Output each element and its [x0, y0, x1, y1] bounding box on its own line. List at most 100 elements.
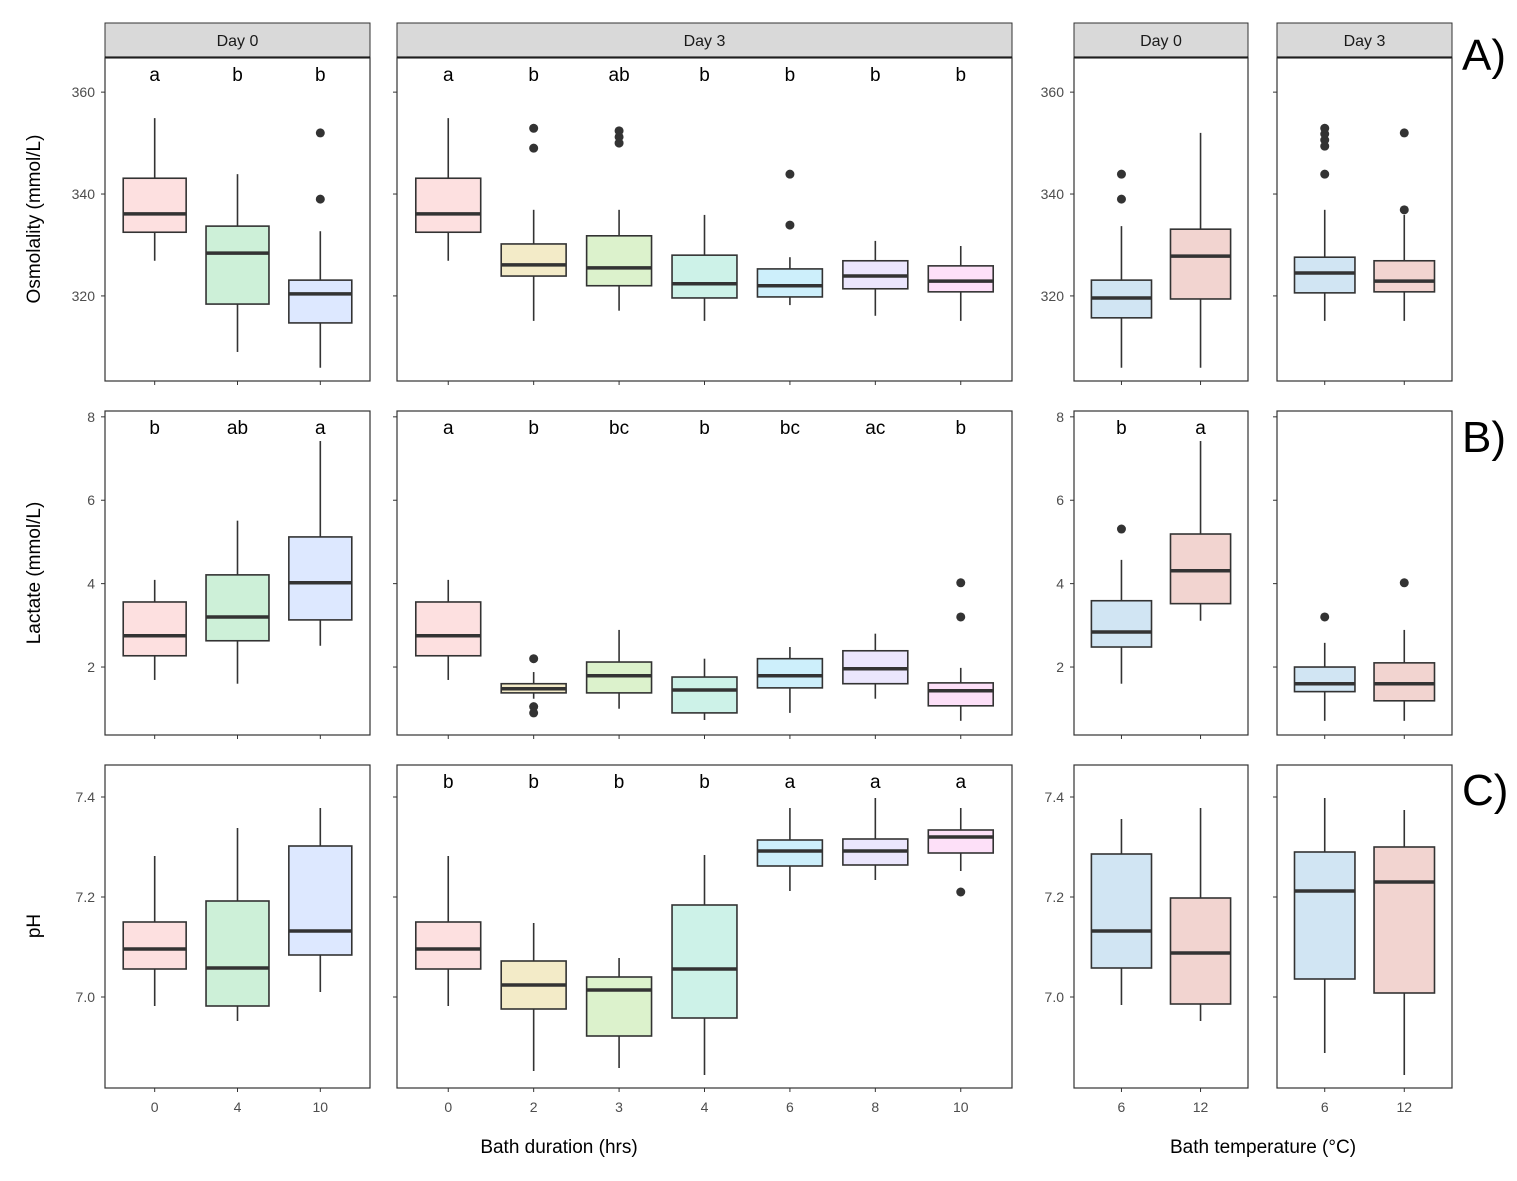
panel-r1-c3: [1273, 410, 1453, 739]
y-tick-label: 7.2: [76, 889, 96, 905]
significance-letter: bc: [609, 418, 629, 439]
x-tick-label: 4: [701, 1099, 709, 1115]
significance-letter: b: [1116, 418, 1127, 439]
box-iqr: [1293, 851, 1356, 980]
x-tick-label: 6: [1118, 1099, 1126, 1115]
panel-r1-c0: 2 4 6 8 b ab a: [87, 409, 371, 739]
outlier-point: [315, 128, 325, 138]
significance-letter: a: [785, 772, 796, 793]
box-0: [414, 118, 482, 261]
box-iqr: [671, 676, 738, 714]
box-10: [288, 808, 353, 992]
x-tick-label: 10: [313, 1099, 329, 1115]
significance-letter: b: [528, 772, 539, 793]
y-tick-label: 360: [1041, 84, 1065, 100]
box-iqr: [1293, 256, 1356, 294]
significance-letter: b: [955, 65, 966, 86]
y-tick-label: 8: [87, 409, 95, 425]
facet-strip-bg: [396, 22, 1013, 58]
y-tick-label: 4: [87, 576, 95, 592]
panel-border: [1073, 57, 1249, 382]
box-6: [1293, 123, 1356, 321]
box-0: [122, 579, 187, 680]
significance-letter: ac: [865, 418, 885, 439]
box-iqr: [414, 601, 482, 657]
significance-letter: b: [699, 65, 710, 86]
row-tag: B): [1462, 413, 1506, 462]
box-3: [585, 958, 653, 1068]
box-iqr: [671, 904, 738, 1019]
box-iqr: [756, 268, 824, 298]
outlier-point: [1320, 169, 1330, 179]
outlier-point: [1399, 205, 1409, 215]
significance-letter: b: [614, 772, 625, 793]
box-10: [927, 245, 995, 321]
box-4: [205, 828, 270, 1021]
box-iqr: [414, 921, 482, 970]
panel-r2-c0: 7.0 7.2 7.4 0 4 10: [76, 764, 371, 1115]
x-tick-label: 12: [1193, 1099, 1209, 1115]
x-tick-label: 0: [444, 1099, 452, 1115]
box-6: [1293, 798, 1356, 1053]
box-10: [288, 441, 353, 646]
x-tick-label: 10: [953, 1099, 969, 1115]
outlier-point: [529, 702, 539, 712]
panel-r0-c0: 320 340 360 a b b: [72, 57, 371, 385]
box-iqr: [756, 839, 824, 867]
box-iqr: [205, 225, 270, 305]
box-2: [500, 923, 567, 1071]
box-3: [585, 126, 653, 311]
box-6: [1090, 819, 1153, 1005]
significance-letter: a: [443, 418, 454, 439]
facet-strip-label: Day 0: [217, 33, 259, 50]
box-iqr: [585, 235, 653, 287]
box-iqr: [288, 845, 353, 956]
y-tick-label: 2: [87, 659, 95, 675]
x-tick-label: 6: [1321, 1099, 1329, 1115]
facet-strip-bg: [1073, 22, 1249, 58]
box-iqr: [1169, 533, 1232, 605]
outlier-point: [1116, 194, 1126, 204]
box-iqr: [205, 574, 270, 642]
box-iqr: [1090, 599, 1153, 648]
box-12: [1169, 808, 1232, 1021]
box-iqr: [288, 536, 353, 621]
panel-r1-c2: 2 4 6 8 b a: [1056, 409, 1249, 739]
panel-r2-c2: 7.0 7.2 7.4 6 12: [1045, 764, 1249, 1115]
x-tick-label: 3: [615, 1099, 623, 1115]
y-tick-label: 7.4: [1045, 789, 1065, 805]
box-12: [1373, 578, 1436, 721]
box-6: [756, 808, 824, 891]
box-4: [671, 214, 738, 321]
facet-strip-bg: [104, 22, 371, 58]
box-10: [927, 808, 995, 897]
outlier-point: [956, 887, 966, 897]
y-axis-label: pH: [24, 914, 45, 938]
significance-letter: b: [315, 65, 326, 86]
box-6: [756, 169, 824, 306]
panel-r0-c3: [1273, 57, 1453, 385]
box-iqr: [671, 254, 738, 299]
box-iqr: [414, 177, 482, 234]
box-iqr: [585, 976, 653, 1037]
y-axis-label: Osmolality (mmol/L): [24, 135, 45, 304]
box-iqr: [1373, 662, 1436, 702]
box-2: [500, 123, 567, 321]
significance-letter: b: [528, 418, 539, 439]
significance-letter: a: [955, 772, 966, 793]
significance-letter: b: [232, 65, 243, 86]
box-12: [1169, 441, 1232, 621]
box-8: [842, 633, 909, 699]
y-tick-label: 6: [87, 492, 95, 508]
significance-letter: b: [699, 772, 710, 793]
outlier-point: [1320, 123, 1330, 133]
significance-letter: b: [699, 418, 710, 439]
outlier-point: [956, 578, 966, 588]
box-4: [205, 520, 270, 684]
x-tick-label: 6: [786, 1099, 794, 1115]
facet-strip-label: Day 3: [684, 33, 726, 50]
box-4: [671, 855, 738, 1075]
outlier-point: [956, 612, 966, 622]
significance-letter: b: [785, 65, 796, 86]
